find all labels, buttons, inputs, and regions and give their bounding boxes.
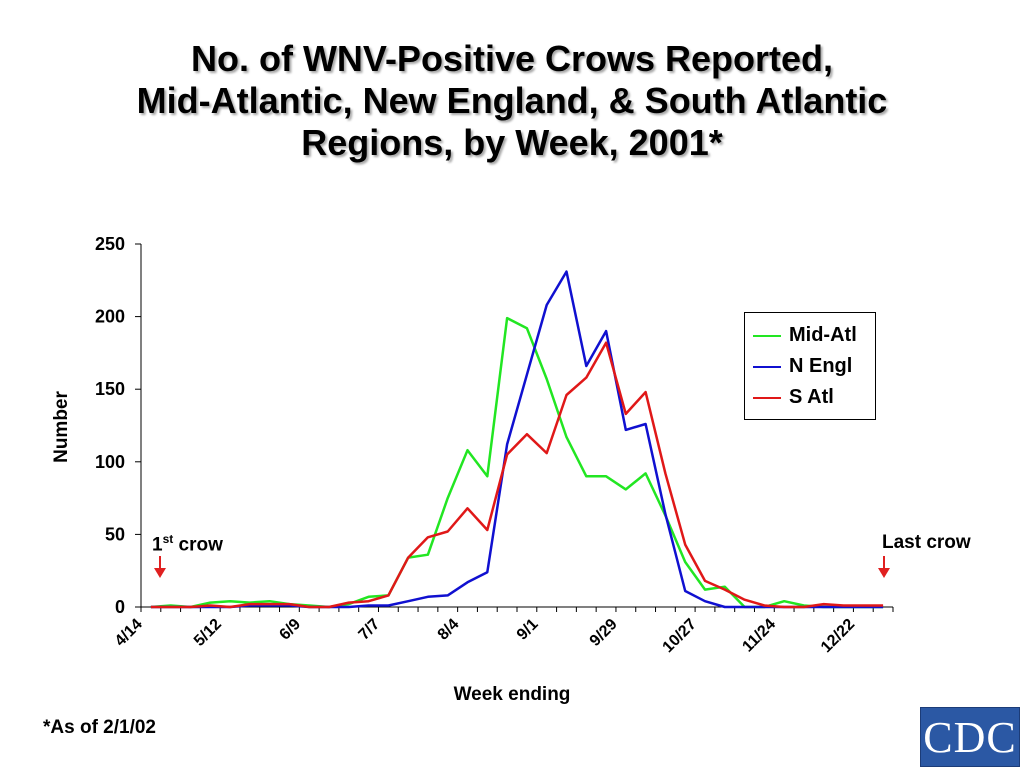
series-line-n-engl: [150, 270, 884, 609]
chart-legend: Mid-Atl N Engl S Atl: [744, 312, 876, 420]
legend-label-s-atl: S Atl: [789, 386, 834, 408]
x-tick-label: 12/22: [818, 616, 858, 656]
last-crow-arrow-head: [878, 568, 890, 578]
legend-swatch-mid-atl: [753, 334, 781, 337]
first-crow-annotation: 1st crow: [152, 532, 223, 556]
title-line-2: Mid-Atlantic, New England, & South Atlan…: [136, 80, 888, 121]
cdc-logo-text: CDC: [923, 712, 1017, 762]
y-tick-label: 250: [95, 234, 125, 254]
x-axis-label: Week ending: [453, 684, 571, 705]
legend-label-mid-atl: Mid-Atl: [789, 324, 857, 346]
last-crow-annotation: Last crow: [882, 532, 971, 553]
legend-swatch-s-atl: [753, 396, 781, 399]
x-tick-label: 9/29: [587, 616, 621, 650]
y-tick-label: 150: [95, 379, 125, 399]
legend-item-n-engl: N Engl: [753, 351, 875, 382]
first-crow-arrow-head: [154, 568, 166, 578]
x-tick-label: 8/4: [435, 616, 463, 644]
footnote: *As of 2/1/02: [43, 717, 156, 738]
chart-title: No. of WNV-Positive Crows Reported, Mid-…: [0, 38, 1024, 164]
x-tick-label: 5/12: [191, 616, 225, 650]
title-line-3: Regions, by Week, 2001*: [301, 122, 723, 163]
title-line-1: No. of WNV-Positive Crows Reported,: [190, 38, 834, 79]
x-tick-label: 9/1: [514, 616, 542, 644]
cdc-logo: CDC: [920, 707, 1020, 767]
series-line-s-atl: [150, 341, 884, 609]
y-tick-label: 0: [115, 597, 125, 617]
y-tick-label: 200: [95, 307, 125, 327]
legend-swatch-n-engl: [753, 365, 781, 368]
x-tick-label: 4/14: [112, 616, 146, 650]
legend-item-s-atl: S Atl: [753, 382, 875, 413]
first-crow-number: 1: [152, 534, 163, 556]
x-tick-label: 11/24: [739, 616, 779, 656]
first-crow-text: crow: [173, 534, 223, 556]
y-tick-label: 50: [105, 524, 125, 544]
x-tick-label: 10/27: [660, 616, 700, 656]
first-crow-suffix: st: [162, 532, 174, 546]
y-axis-label: Number: [51, 391, 72, 463]
legend-item-mid-atl: Mid-Atl: [753, 320, 875, 351]
legend-label-n-engl: N Engl: [789, 355, 853, 377]
x-tick-label: 7/7: [356, 616, 384, 644]
y-tick-label: 100: [95, 452, 125, 472]
x-tick-label: 6/9: [276, 616, 304, 644]
